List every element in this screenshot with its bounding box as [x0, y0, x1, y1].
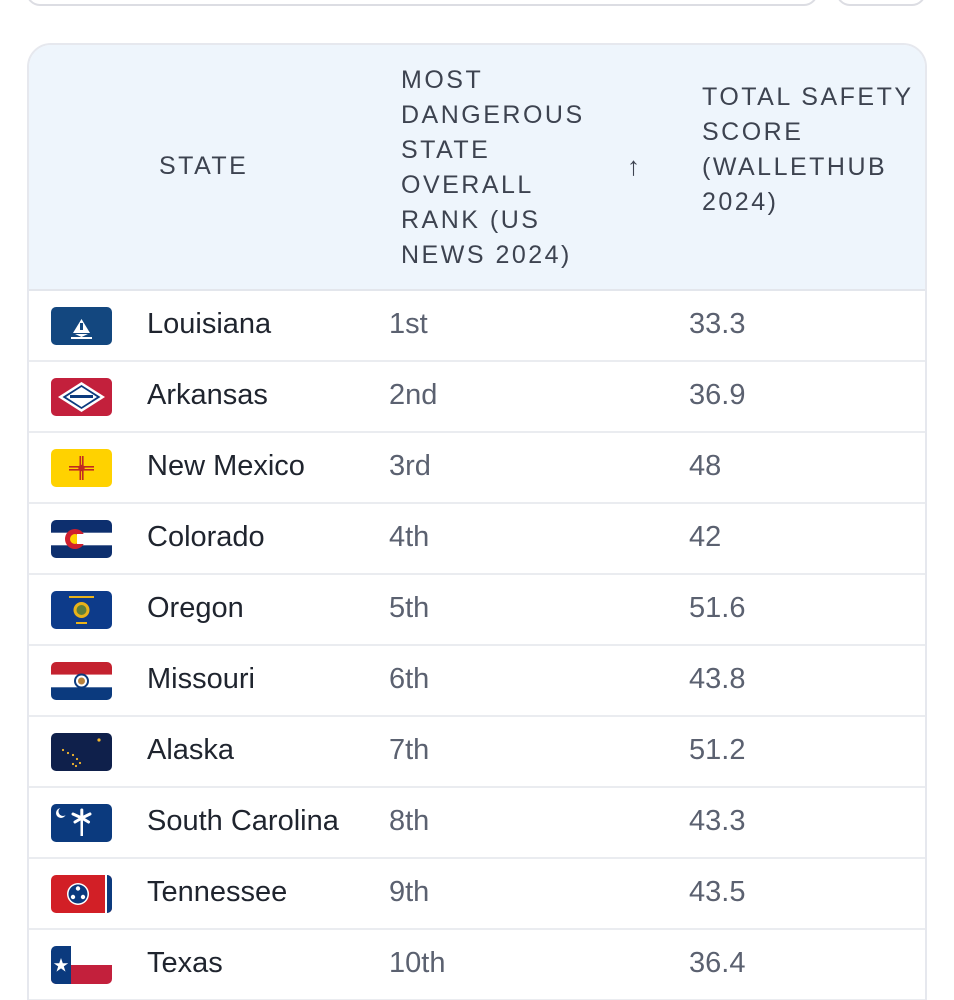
score-value: 33.3: [689, 308, 746, 340]
search-input[interactable]: [26, 0, 818, 6]
louisiana-flag-icon: [51, 307, 112, 345]
table-row: Louisiana 1st 33.3: [29, 291, 925, 362]
score-value: 51.2: [689, 734, 746, 766]
table-row: Alaska 7th 51.2: [29, 717, 925, 788]
tennessee-flag-icon: [51, 875, 112, 913]
rank-value: 7th: [389, 734, 430, 766]
column-header-score[interactable]: TOTAL SAFETY SCORE (WALLETHUB 2024): [702, 83, 914, 216]
score-value: 43.5: [689, 876, 746, 908]
rank-value: 6th: [389, 663, 430, 695]
south-carolina-flag-icon: [51, 804, 112, 842]
table-header: STATE MOST DANGEROUS STATE OVERALL RANK …: [29, 45, 925, 291]
colorado-flag-icon: [51, 520, 112, 558]
score-value: 43.8: [689, 663, 746, 695]
state-name: Colorado: [147, 521, 265, 553]
rank-value: 1st: [389, 308, 428, 340]
table-row: New Mexico 3rd 48: [29, 433, 925, 504]
table-row: Missouri 6th 43.8: [29, 646, 925, 717]
state-name: South Carolina: [147, 805, 339, 837]
state-name: Tennessee: [147, 876, 288, 908]
column-header-rank[interactable]: MOST DANGEROUS STATE OVERALL RANK (US NE…: [401, 66, 585, 269]
state-name: Alaska: [147, 734, 235, 766]
rank-value: 2nd: [389, 379, 438, 411]
score-value: 51.6: [689, 592, 746, 624]
missouri-flag-icon: [51, 662, 112, 700]
table-row: South Carolina 8th 43.3: [29, 788, 925, 859]
toolbar-button[interactable]: [836, 0, 926, 6]
column-header-state[interactable]: STATE: [159, 152, 249, 180]
texas-flag-icon: [51, 946, 112, 984]
score-value: 48: [689, 450, 722, 482]
state-name: Louisiana: [147, 308, 272, 340]
state-name: Missouri: [147, 663, 255, 695]
rank-value: 10th: [389, 947, 446, 979]
table-row: Oregon 5th 51.6: [29, 575, 925, 646]
rank-value: 3rd: [389, 450, 431, 482]
score-value: 43.3: [689, 805, 746, 837]
state-name: Texas: [147, 947, 223, 979]
rank-value: 8th: [389, 805, 430, 837]
new-mexico-flag-icon: [51, 449, 112, 487]
score-value: 36.9: [689, 379, 746, 411]
table-row: Colorado 4th 42: [29, 504, 925, 575]
table-row: Tennessee 9th 43.5: [29, 859, 925, 930]
rank-value: 5th: [389, 592, 430, 624]
state-name: New Mexico: [147, 450, 305, 482]
score-value: 42: [689, 521, 722, 553]
data-table: STATE MOST DANGEROUS STATE OVERALL RANK …: [27, 43, 927, 1000]
arkansas-flag-icon: [51, 378, 112, 416]
oregon-flag-icon: [51, 591, 112, 629]
alaska-flag-icon: [51, 733, 112, 771]
table-row: Texas 10th 36.4: [29, 930, 925, 1000]
rank-value: 4th: [389, 521, 430, 553]
arrow-up-icon[interactable]: ↑: [627, 151, 640, 181]
table-row: Arkansas 2nd 36.9: [29, 362, 925, 433]
state-name: Arkansas: [147, 379, 268, 411]
score-value: 36.4: [689, 947, 746, 979]
state-name: Oregon: [147, 592, 244, 624]
rank-value: 9th: [389, 876, 430, 908]
